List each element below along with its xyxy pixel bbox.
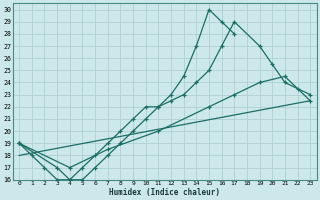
X-axis label: Humidex (Indice chaleur): Humidex (Indice chaleur) <box>109 188 220 197</box>
